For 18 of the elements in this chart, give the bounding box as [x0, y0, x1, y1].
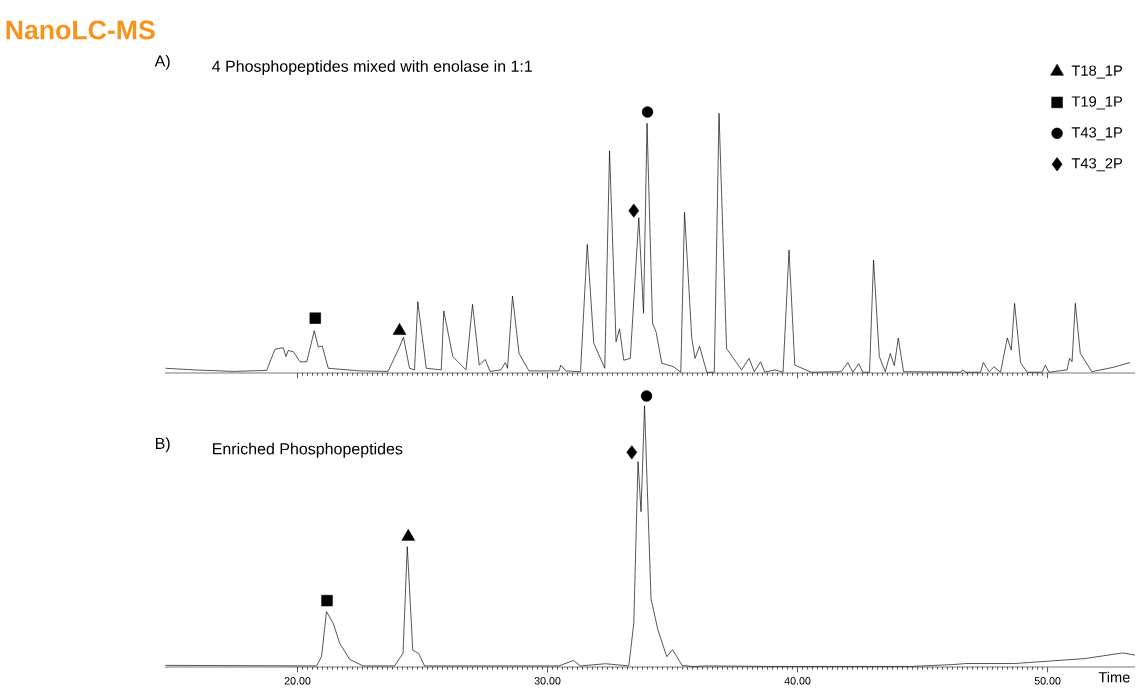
x-tick-label: 20.00	[284, 677, 311, 685]
legend-label: T43_1P	[1071, 127, 1123, 141]
legend-label: T18_1P	[1071, 65, 1123, 79]
text: A)	[154, 54, 170, 70]
x-tick-label: 30.00	[534, 677, 561, 685]
point	[641, 106, 654, 118]
x-axis-title: Time	[1098, 671, 1130, 683]
point	[309, 312, 321, 324]
annotation: B)	[155, 437, 170, 453]
x-tick-label: 50.00	[1034, 677, 1061, 685]
chart-title: NanoLC-MS	[6, 20, 155, 40]
x-tick-label: 40.00	[784, 677, 811, 685]
legend-label: T43_2P	[1071, 158, 1123, 172]
point	[392, 323, 407, 335]
chart-subtitle: 4 Phosphopeptides mixed with enolase in 1:1	[212, 60, 532, 76]
text: Enriched Phosphopeptides	[213, 442, 403, 458]
legend-label: T19_1P	[1071, 96, 1123, 110]
point	[628, 203, 640, 218]
